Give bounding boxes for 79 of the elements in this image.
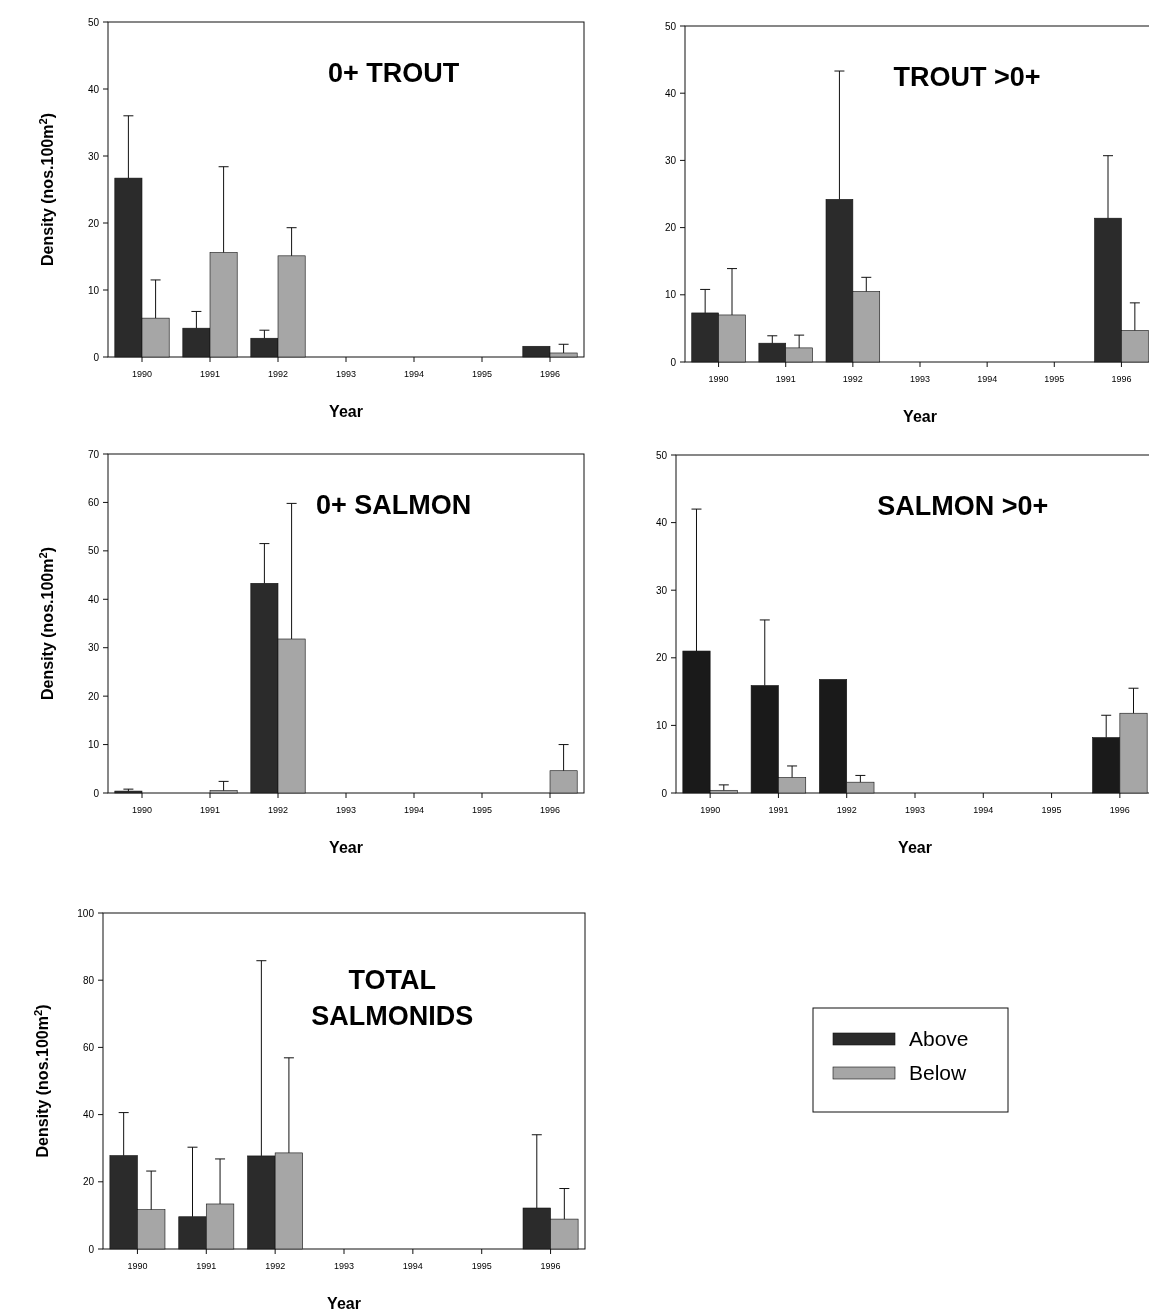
x-axis-title: Year	[329, 839, 363, 856]
x-tick-label: 1990	[131, 805, 153, 815]
x-tick-label: 1995	[471, 1261, 492, 1271]
text: SALMON >0+	[877, 491, 1049, 521]
text: 0+ SALMON	[315, 490, 472, 520]
y-tick-label: 0	[88, 1243, 95, 1255]
y-tick-label: 30	[87, 642, 100, 654]
y-tick-label: 30	[664, 154, 677, 166]
y-tick-label: 40	[87, 593, 100, 605]
x-tick-label: 1995	[471, 369, 493, 379]
x-tick-label: 1990	[708, 374, 729, 384]
x-tick-label: 1996	[539, 805, 561, 815]
x-tick-label: 1992	[267, 369, 289, 379]
y-tick-label: 20	[87, 690, 100, 702]
x-tick-label: 1990	[700, 805, 721, 815]
y-tick-label: 80	[82, 974, 95, 986]
x-tick-label: 1994	[402, 1261, 423, 1271]
y-tick-label: 0	[93, 351, 100, 363]
y-tick-label: 60	[82, 1041, 95, 1053]
x-tick-label: 1995	[1044, 374, 1065, 384]
x-tick-label: 1991	[775, 374, 796, 384]
y-tick-label: 50	[664, 20, 677, 32]
x-tick-label: 1991	[199, 805, 221, 815]
x-tick-label: 1992	[267, 805, 289, 815]
x-tick-label: 1992	[836, 805, 857, 815]
y-tick-label: 20	[82, 1176, 95, 1188]
y-tick-label: 40	[87, 83, 100, 95]
x-tick-label: 1990	[127, 1261, 148, 1271]
x-tick-label: 1994	[977, 374, 998, 384]
x-tick-label: 1994	[973, 805, 994, 815]
x-axis-title: Year	[898, 839, 932, 856]
y-tick-label: 40	[664, 87, 677, 99]
x-tick-label: 1991	[768, 805, 789, 815]
x-axis-title: Year	[327, 1295, 361, 1312]
y-tick-label: 20	[664, 222, 677, 234]
x-tick-label: 1993	[335, 369, 357, 379]
y-tick-label: 100	[77, 907, 95, 919]
x-tick-label: 1991	[199, 369, 221, 379]
y-tick-label: 10	[664, 289, 677, 301]
x-tick-label: 1996	[539, 369, 561, 379]
x-tick-label: 1996	[1111, 374, 1132, 384]
y-tick-label: 50	[87, 16, 100, 28]
x-axis-title: Year	[903, 408, 937, 425]
x-tick-label: 1991	[196, 1261, 217, 1271]
y-tick-label: 30	[655, 584, 668, 596]
x-tick-label: 1992	[265, 1261, 286, 1271]
y-tick-label: 70	[87, 448, 100, 460]
x-tick-label: 1996	[1109, 805, 1130, 815]
x-tick-label: 1992	[842, 374, 863, 384]
text: TROUT >0+	[893, 62, 1041, 92]
x-tick-label: 1993	[904, 805, 926, 815]
y-tick-label: 40	[82, 1109, 95, 1121]
legend-label: Above	[909, 1027, 969, 1051]
y-tick-label: 50	[655, 449, 668, 461]
text: TOTAL SALMONIDS	[311, 965, 474, 1031]
y-tick-label: 40	[655, 517, 668, 529]
x-tick-label: 1995	[471, 805, 493, 815]
y-tick-label: 10	[87, 739, 100, 751]
y-tick-label: 10	[655, 719, 668, 731]
x-tick-label: 1990	[131, 369, 153, 379]
text: 0+ TROUT	[327, 58, 460, 88]
x-tick-label: 1995	[1041, 805, 1062, 815]
y-tick-label: 30	[87, 150, 100, 162]
x-axis-title: Year	[329, 403, 363, 420]
x-tick-label: 1993	[333, 1261, 355, 1271]
x-tick-label: 1993	[909, 374, 931, 384]
y-tick-label: 20	[87, 217, 100, 229]
legend-label: Below	[909, 1061, 968, 1085]
y-tick-label: 20	[655, 652, 668, 664]
y-tick-label: 50	[87, 545, 100, 557]
x-tick-label: 1994	[403, 805, 425, 815]
y-tick-label: 10	[87, 284, 100, 296]
x-tick-label: 1994	[403, 369, 425, 379]
y-tick-label: 60	[87, 496, 100, 508]
y-tick-label: 0	[93, 787, 100, 799]
y-tick-label: 0	[661, 787, 668, 799]
y-tick-label: 0	[670, 356, 677, 368]
x-tick-label: 1993	[335, 805, 357, 815]
x-tick-label: 1996	[540, 1261, 561, 1271]
